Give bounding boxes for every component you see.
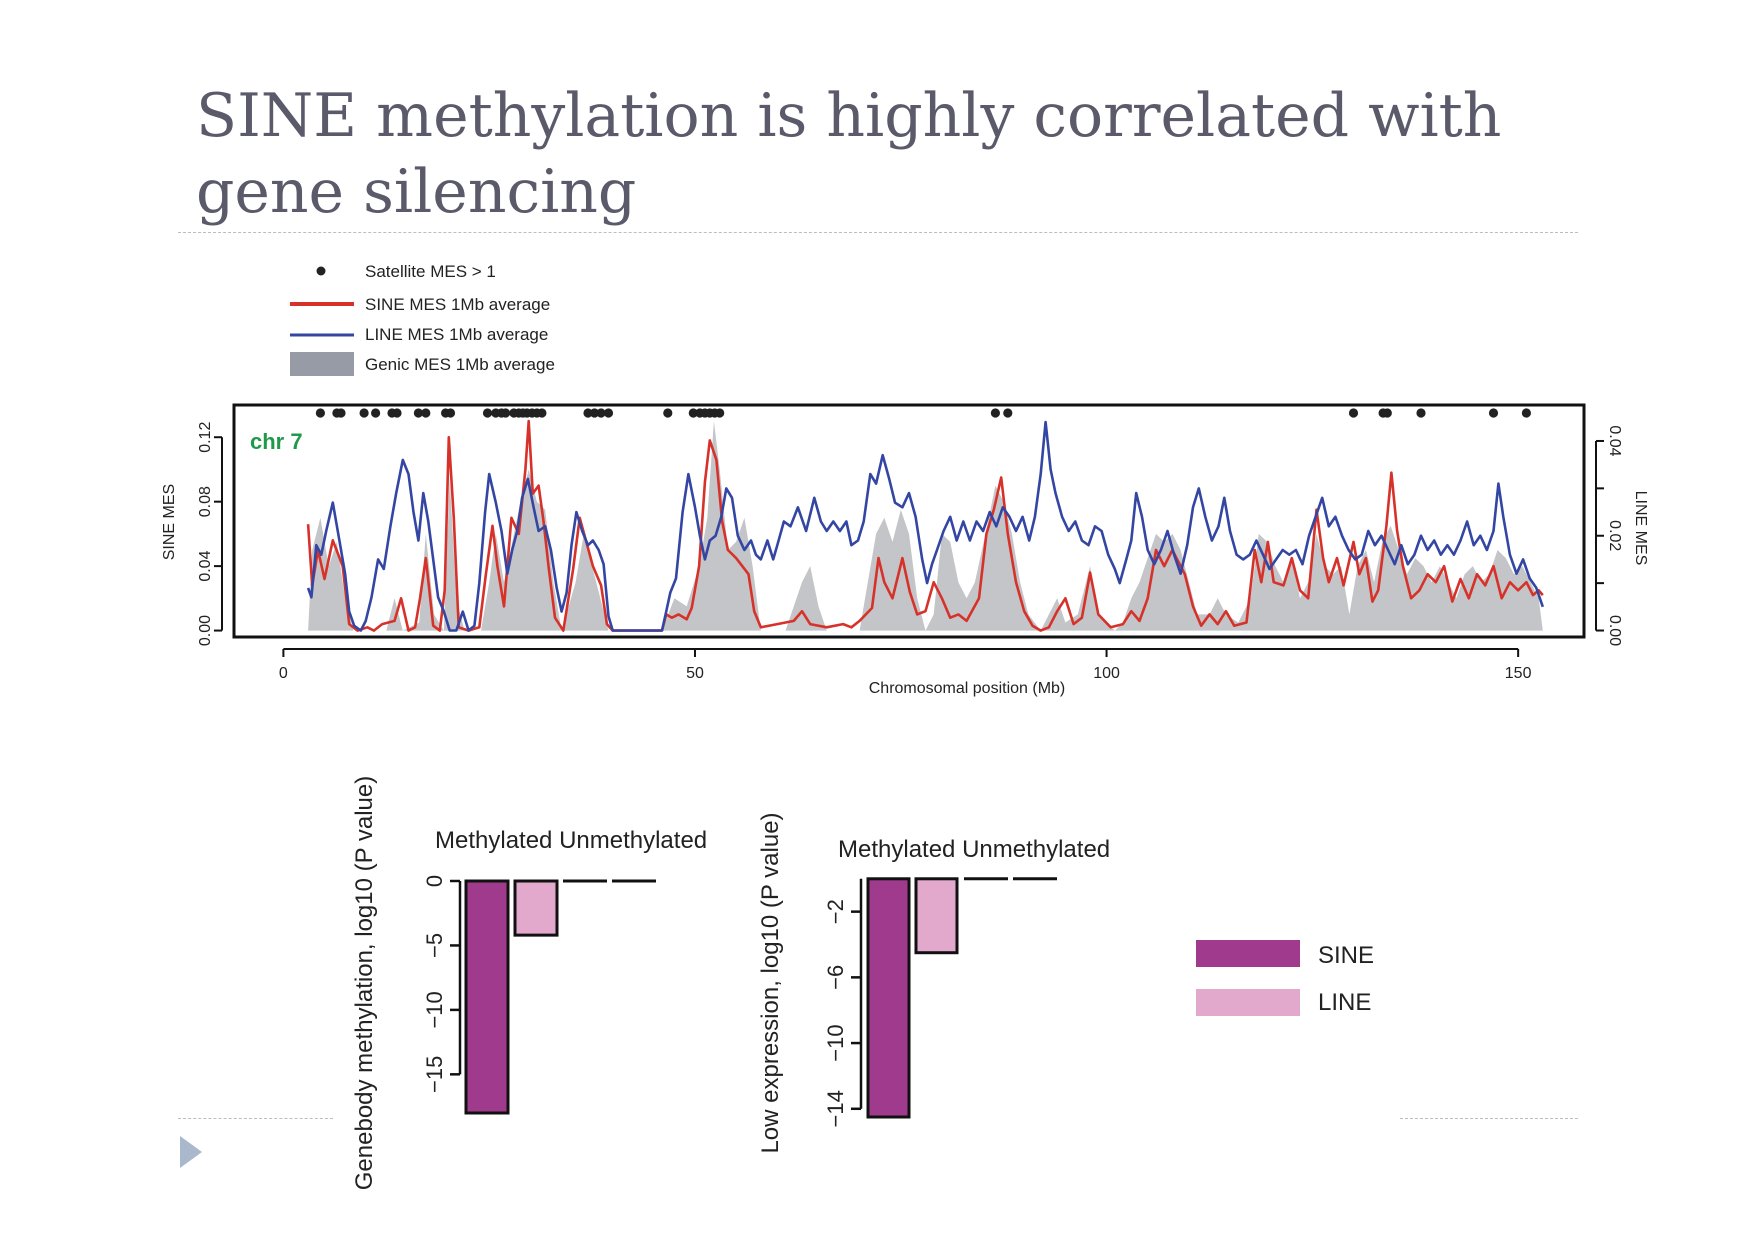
bar-legend: SINE LINE [1196, 940, 1374, 1016]
satellite-dot [603, 408, 614, 418]
bar2-bar-sine-methylated [866, 877, 911, 1119]
legend-satellite-dot [316, 266, 326, 276]
y-axis-left-label: SINE MES [161, 484, 178, 560]
x-tick-label: 50 [686, 665, 704, 682]
bar2-y-label: Low expression, log10 (P value) [757, 812, 784, 1153]
legend-sine-label: SINE MES 1Mb average [365, 295, 550, 314]
satellite-dot [990, 408, 1001, 418]
bar-legend-line-label: LINE [1318, 989, 1371, 1016]
satellite-dot [445, 408, 456, 418]
low-expression-bar-chart: Methylated Unmethylated Low expression, … [757, 812, 1110, 1153]
bar1-group-labels: Methylated Unmethylated [435, 827, 707, 854]
slide-title: SINE methylation is highly correlated wi… [196, 78, 1596, 230]
slide-title-line-2: gene silencing [196, 157, 637, 227]
satellite-dot [688, 408, 698, 418]
line-line-layer [306, 420, 1545, 632]
bar1-bar-sine-methylated [464, 879, 510, 1115]
footer-divider-right [1400, 1118, 1578, 1119]
bar-legend-sine-label: SINE [1318, 942, 1374, 969]
bar1-tick-label: −10 [422, 991, 447, 1028]
satellite-dots-layer [315, 408, 1531, 418]
satellite-dot [663, 408, 673, 418]
bar2-bars [866, 877, 1057, 1119]
x-tick-label: 0 [279, 665, 288, 682]
y-tick-label-left: 0.08 [197, 486, 214, 517]
satellite-dot [589, 408, 600, 418]
satellite-dot [371, 408, 381, 418]
line-mes-line [306, 420, 1545, 632]
bar2-tick-label: −2 [823, 899, 848, 924]
y-tick-label-left: 0.12 [197, 422, 214, 453]
bar1-tick-label: 0 [422, 875, 447, 887]
bar1-tick-label: −15 [422, 1056, 447, 1093]
satellite-dot [583, 408, 593, 418]
x-axis-label: Chromosomal position (Mb) [869, 680, 1066, 697]
x-axis: 0 50 100 150 [279, 648, 1532, 682]
satellite-dot [315, 408, 325, 418]
bar2-group-labels: Methylated Unmethylated [838, 836, 1110, 863]
bar1-y-label: Genebody methylation, log10 (P value) [351, 776, 378, 1190]
bar1-bar-line-methylated [513, 879, 559, 937]
legend-line-label: LINE MES 1Mb average [365, 325, 548, 344]
y-tick-label-right: 0.04 [1606, 425, 1623, 456]
satellite-dot [359, 408, 369, 418]
satellite-dot [336, 408, 346, 418]
legend-genic-swatch [290, 352, 354, 376]
bar2-bar-line-methylated [914, 877, 959, 955]
bar2-tick-label: −14 [823, 1090, 848, 1127]
slide-marker-icon [180, 1136, 202, 1168]
bar1-bars [464, 879, 656, 1115]
footer-divider-left [178, 1118, 333, 1119]
y-tick-label-right: 0.02 [1606, 520, 1623, 551]
bar2-tick-label: −10 [823, 1024, 848, 1061]
sine-line-layer [306, 419, 1544, 632]
satellite-dot [501, 408, 511, 418]
satellite-dot [1488, 408, 1499, 418]
x-tick-label: 100 [1093, 665, 1120, 682]
satellite-dot [1348, 408, 1359, 418]
satellite-dot [413, 408, 423, 418]
slide-title-line-1: SINE methylation is highly correlated wi… [196, 81, 1502, 151]
bar2-y-axis: −2 −6 −10 −14 [823, 878, 863, 1127]
chr-label: chr 7 [250, 429, 303, 454]
satellite-dot [1416, 408, 1426, 418]
satellite-dot [1521, 408, 1531, 418]
satellite-dot [482, 408, 493, 418]
satellite-dot [596, 408, 606, 418]
legend-satellite-label: Satellite MES > 1 [365, 262, 496, 281]
title-divider [178, 232, 1578, 233]
y-axis-right: 0.00 0.02 0.04 [1595, 425, 1623, 646]
satellite-dot [1382, 408, 1392, 418]
bar1-y-axis: 0 −5 −10 −15 [422, 875, 462, 1093]
satellite-dot [392, 408, 402, 418]
satellite-dot [421, 408, 431, 418]
y-tick-label-left: 0.00 [197, 615, 214, 646]
plot-frame [232, 403, 1586, 639]
x-tick-label: 150 [1505, 665, 1532, 682]
satellite-dot [715, 408, 725, 418]
bar1-tick-label: −5 [422, 933, 447, 958]
bar-legend-line-swatch [1196, 989, 1300, 1016]
legend-genic-label: Genic MES 1Mb average [365, 355, 555, 374]
bar2-tick-label: −6 [823, 965, 848, 990]
sine-mes-line [306, 419, 1544, 632]
genebody-methylation-bar-chart: Methylated Unmethylated Genebody methyla… [351, 776, 707, 1190]
y-tick-label-left: 0.04 [197, 550, 214, 581]
y-axis-left: 0.00 0.04 0.08 0.12 [197, 422, 223, 646]
satellite-dot [1003, 408, 1013, 418]
chr7-methylation-chart: chr 7 0 50 100 150 0.000.040.080.12 0.000.0… [161, 403, 1649, 697]
y-axis-right-label: LINE MES [1632, 491, 1649, 566]
bar-legend-sine-swatch [1196, 940, 1300, 967]
y-tick-label-right: 0.00 [1606, 615, 1623, 646]
line-chart-legend: Satellite MES > 1 SINE MES 1Mb average L… [290, 262, 555, 376]
satellite-dot [537, 408, 547, 418]
